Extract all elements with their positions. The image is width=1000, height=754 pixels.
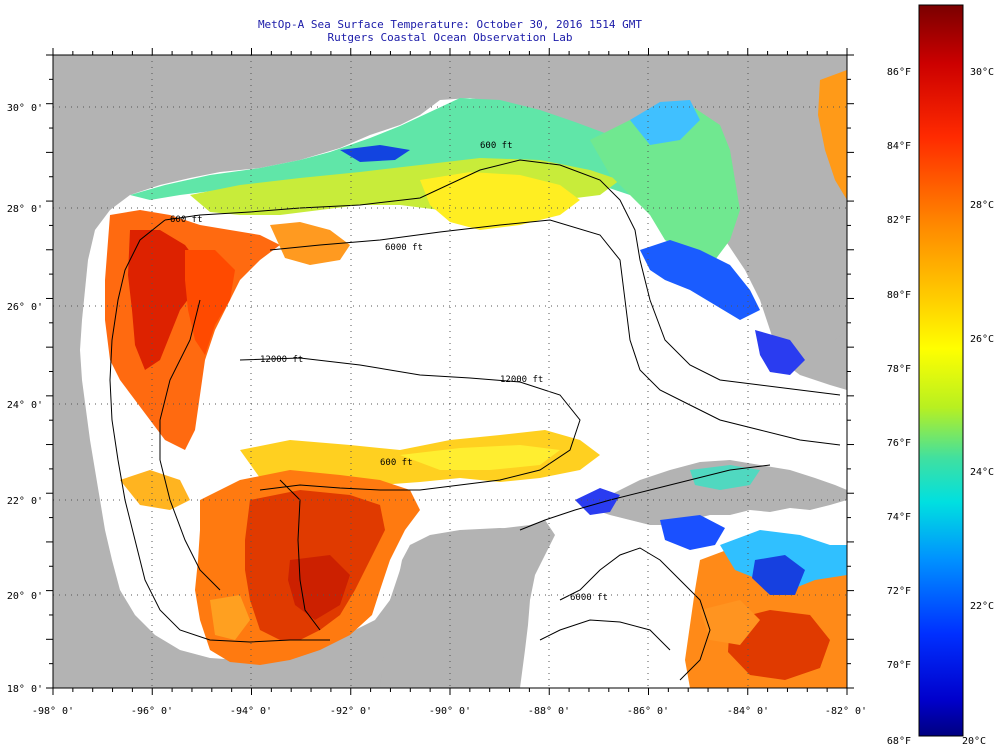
- colorbar-f-label: 70°F: [887, 660, 911, 671]
- lon-label: -92° 0': [330, 706, 372, 717]
- lat-label: 26° 0': [7, 302, 43, 313]
- lat-label: 30° 0': [7, 103, 43, 114]
- colorbar: [919, 5, 963, 736]
- colorbar-c-label: 26°C: [970, 334, 994, 345]
- contour-label: 600 ft: [380, 458, 413, 468]
- colorbar-c-label: 24°C: [970, 467, 994, 478]
- colorbar-f-label: 74°F: [887, 512, 911, 523]
- colorbar-f-label: 84°F: [887, 141, 911, 152]
- contour-label: 12000 ft: [500, 375, 543, 385]
- colorbar-c-label: 22°C: [970, 601, 994, 612]
- colorbar-f-label: 72°F: [887, 586, 911, 597]
- contour-label: 6000 ft: [570, 593, 608, 603]
- colorbar-c-label: 30°C: [970, 67, 994, 78]
- colorbar-f-label: 68°F: [887, 736, 911, 747]
- lon-label: -90° 0': [429, 706, 471, 717]
- contour-label: 12000 ft: [260, 355, 303, 365]
- lon-label: -84° 0': [727, 706, 769, 717]
- colorbar-f-label: 86°F: [887, 67, 911, 78]
- contour-label: 600 ft: [480, 141, 513, 151]
- colorbar-f-label: 82°F: [887, 215, 911, 226]
- lon-label: -88° 0': [528, 706, 570, 717]
- colorbar-f-label: 76°F: [887, 438, 911, 449]
- colorbar-c-label: 28°C: [970, 200, 994, 211]
- colorbar-c-label: 20°C: [962, 736, 986, 747]
- lat-label: 24° 0': [7, 400, 43, 411]
- colorbar-f-label: 78°F: [887, 364, 911, 375]
- lon-label: -98° 0': [32, 706, 74, 717]
- contour-label: 6000 ft: [385, 243, 423, 253]
- lat-label: 18° 0': [7, 684, 43, 695]
- lat-label: 28° 0': [7, 204, 43, 215]
- contour-label: 600 ft: [170, 215, 203, 225]
- lon-label: -96° 0': [131, 706, 173, 717]
- lon-label: -86° 0': [627, 706, 669, 717]
- lat-label: 20° 0': [7, 591, 43, 602]
- lon-label: -82° 0': [825, 706, 867, 717]
- lon-label: -94° 0': [230, 706, 272, 717]
- lat-label: 22° 0': [7, 496, 43, 507]
- colorbar-f-label: 80°F: [887, 290, 911, 301]
